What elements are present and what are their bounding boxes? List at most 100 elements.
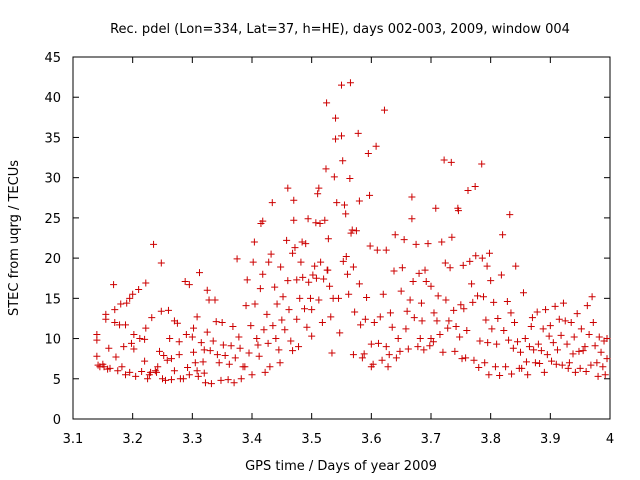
data-point [218, 318, 226, 326]
data-point [260, 326, 268, 334]
data-point [248, 371, 256, 379]
data-point [322, 165, 330, 173]
data-point [241, 363, 249, 371]
data-point [296, 294, 304, 302]
data-point [175, 338, 183, 346]
data-point [284, 184, 292, 192]
data-point [303, 323, 311, 331]
x-tick-label: 3.8 [480, 432, 501, 447]
data-point [194, 372, 202, 380]
data-point [382, 343, 390, 351]
data-point [130, 331, 138, 339]
data-point [290, 216, 298, 224]
data-point [559, 299, 567, 307]
data-point [483, 262, 491, 270]
data-point [462, 354, 470, 362]
data-point [488, 325, 496, 333]
data-point [332, 114, 340, 122]
data-point [603, 355, 611, 363]
data-point [309, 271, 317, 279]
data-point [450, 306, 458, 314]
data-point [259, 270, 267, 278]
data-point [500, 327, 508, 335]
y-tick-label: 5 [53, 373, 61, 388]
data-point [470, 356, 478, 364]
data-point [417, 299, 425, 307]
data-point [120, 343, 128, 351]
data-point [279, 293, 287, 301]
data-point [512, 262, 520, 270]
data-point [346, 79, 354, 87]
data-point [511, 318, 519, 326]
data-point [111, 306, 119, 314]
data-point [197, 339, 205, 347]
x-tick-label: 3.2 [122, 432, 143, 447]
data-point [595, 333, 603, 341]
data-point [106, 364, 114, 372]
data-point [150, 240, 158, 248]
data-point [561, 317, 569, 325]
data-point [315, 296, 323, 304]
data-point [545, 332, 553, 340]
data-point [398, 264, 406, 272]
data-point [283, 236, 291, 244]
data-point [102, 315, 110, 323]
data-point [345, 290, 353, 298]
data-point [422, 277, 430, 285]
data-point [314, 190, 322, 198]
data-point [543, 351, 551, 359]
data-point [151, 367, 159, 375]
data-point [588, 293, 596, 301]
data-point [448, 233, 456, 241]
data-point [154, 363, 162, 371]
data-point [594, 372, 602, 380]
data-point [487, 277, 495, 285]
data-point [571, 368, 579, 376]
data-point [475, 364, 483, 372]
data-point [324, 266, 332, 274]
data-point [452, 322, 460, 330]
data-point [432, 204, 440, 212]
data-point [528, 314, 536, 322]
data-point [264, 339, 272, 347]
data-point [517, 348, 524, 356]
data-point [267, 250, 275, 258]
data-point [402, 325, 410, 333]
y-axis-label: STEC from uqrg / TECUs [7, 160, 22, 316]
data-point [217, 376, 225, 384]
data-point [153, 368, 161, 376]
data-point [315, 184, 323, 192]
data-point [396, 347, 404, 355]
data-point [229, 322, 237, 330]
data-point [400, 236, 408, 244]
data-point [567, 318, 575, 326]
data-point [163, 356, 171, 364]
data-point [521, 335, 529, 343]
data-point [369, 360, 377, 368]
data-point [346, 174, 354, 182]
data-point [203, 328, 211, 336]
data-point [505, 336, 513, 344]
data-point [127, 339, 135, 347]
data-point [456, 333, 464, 341]
data-point [551, 302, 559, 310]
data-point [509, 344, 517, 352]
data-point [480, 293, 488, 301]
data-point [327, 313, 335, 321]
data-point [236, 344, 244, 352]
data-point [199, 358, 207, 366]
data-point [355, 197, 363, 205]
data-point [318, 318, 326, 326]
data-point [281, 326, 289, 334]
data-point [496, 372, 504, 380]
data-point [271, 283, 279, 291]
y-tick-label: 20 [44, 252, 61, 267]
data-point [211, 296, 219, 304]
data-point [323, 99, 331, 107]
data-point [225, 360, 233, 368]
data-point [430, 309, 438, 317]
data-point [261, 368, 269, 376]
data-point [361, 315, 369, 323]
data-point [212, 318, 220, 326]
